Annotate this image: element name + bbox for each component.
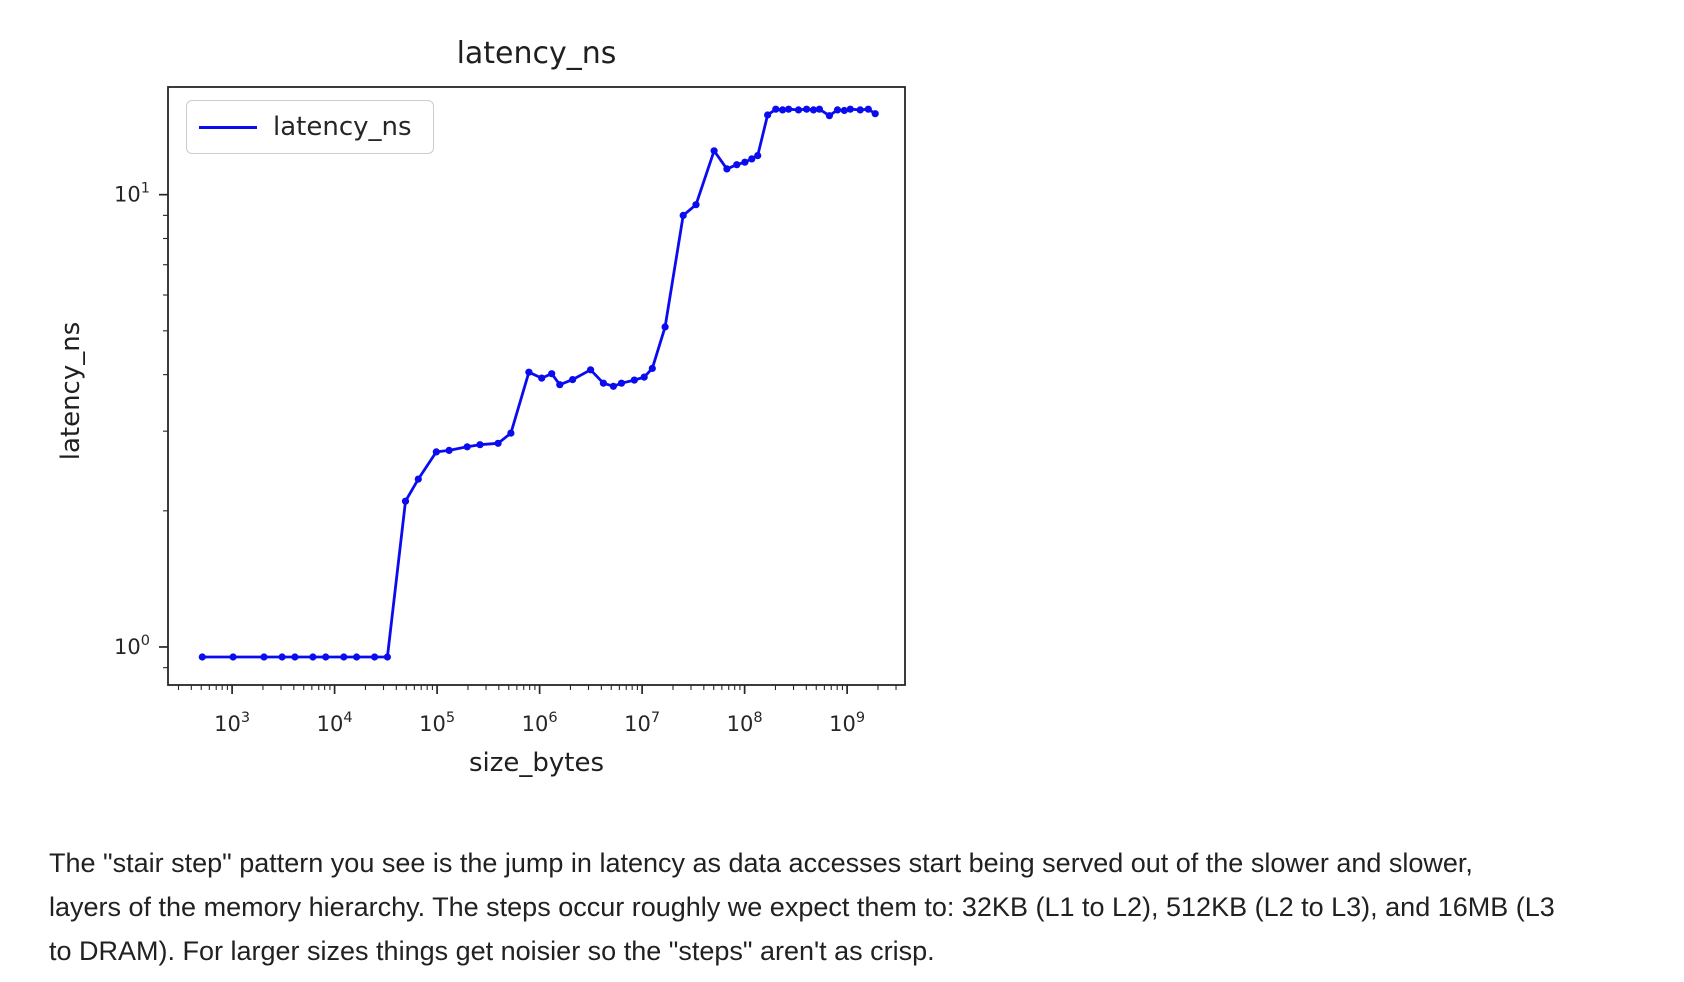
- data-point-marker: [414, 475, 422, 483]
- data-point-marker: [864, 105, 872, 113]
- data-point-marker: [548, 370, 556, 378]
- data-point-marker: [630, 376, 638, 384]
- data-point-marker: [309, 653, 317, 661]
- data-point-marker: [661, 323, 669, 331]
- x-axis-label: size_bytes: [468, 748, 605, 778]
- data-point-marker: [587, 366, 595, 374]
- data-point-marker: [733, 161, 741, 169]
- data-point-marker: [599, 379, 608, 387]
- data-point-marker: [401, 497, 410, 505]
- latency-line: [200, 107, 877, 659]
- data-point-marker: [383, 653, 391, 661]
- data-point-marker: [679, 211, 687, 219]
- data-point-marker: [371, 653, 379, 661]
- caption-line: The "stair step" pattern you see is the …: [49, 848, 1473, 878]
- latency-chart-svg: 103 104 105 106 107 108 109 100 101: [114, 86, 906, 736]
- data-point-marker: [772, 105, 780, 113]
- data-point-marker: [648, 364, 656, 372]
- data-point-marker: [840, 106, 848, 115]
- data-point-marker: [748, 155, 756, 163]
- data-point-marker: [710, 147, 718, 155]
- latency-chart-figure: latency_ns 103 104 105 106 107 108 109 100 101 l…: [56, 36, 906, 778]
- data-point-marker: [723, 165, 731, 173]
- data-point-marker: [640, 373, 648, 381]
- data-point-marker: [340, 653, 348, 661]
- data-point-marker: [291, 653, 299, 661]
- data-point-marker: [846, 105, 854, 113]
- data-point-marker: [476, 441, 484, 449]
- data-point-marker: [764, 111, 772, 119]
- data-point-marker: [785, 105, 793, 113]
- x-tick-label: 105: [419, 710, 455, 736]
- data-point-marker: [794, 106, 803, 114]
- legend-line-swatch-icon: [199, 125, 257, 129]
- data-point-marker: [353, 653, 361, 661]
- x-tick-label: 108: [727, 710, 763, 736]
- data-point-marker: [229, 653, 237, 661]
- data-point-marker: [538, 374, 546, 382]
- data-point-marker: [825, 112, 834, 120]
- data-point-marker: [617, 379, 626, 387]
- caption-line: to DRAM). For larger sizes things get no…: [49, 936, 935, 966]
- data-point-marker: [803, 105, 811, 113]
- y-tick-label: 101: [114, 181, 150, 207]
- data-point-marker: [445, 446, 453, 454]
- data-point-marker: [556, 381, 564, 389]
- data-point-marker: [871, 110, 879, 118]
- caption-line: layers of the memory hierarchy. The step…: [49, 892, 1555, 922]
- data-point-marker: [260, 653, 268, 661]
- data-point-marker: [741, 158, 749, 166]
- data-point-marker: [463, 443, 471, 451]
- data-point-marker: [692, 201, 700, 209]
- data-point-marker: [815, 105, 824, 113]
- data-point-marker: [856, 106, 864, 114]
- data-point-marker: [198, 653, 206, 661]
- y-axis-label: latency_ns: [56, 321, 86, 461]
- chart-title: latency_ns: [456, 36, 617, 71]
- x-tick-label: 106: [522, 710, 558, 736]
- data-point-marker: [779, 106, 787, 114]
- x-tick-label: 107: [624, 710, 660, 736]
- x-tick-label: 104: [317, 710, 353, 736]
- legend-label: latency_ns: [273, 112, 412, 142]
- legend-box: latency_ns: [186, 100, 434, 154]
- data-point-marker: [569, 376, 577, 384]
- data-point-marker: [432, 448, 440, 456]
- axes-frame: [167, 86, 906, 686]
- data-point-marker: [494, 439, 502, 447]
- data-point-marker: [754, 152, 762, 160]
- data-point-marker: [809, 106, 818, 114]
- x-tick-label: 103: [214, 710, 250, 736]
- data-point-marker: [525, 368, 533, 376]
- x-tick-label: 109: [829, 710, 865, 736]
- data-point-marker: [278, 653, 286, 661]
- data-point-marker: [609, 382, 618, 390]
- caption-paragraph: The "stair step" pattern you see is the …: [49, 841, 1649, 973]
- y-tick-label: 100: [114, 633, 150, 659]
- data-point-marker: [322, 653, 330, 661]
- data-point-marker: [833, 106, 842, 114]
- data-point-marker: [507, 429, 515, 437]
